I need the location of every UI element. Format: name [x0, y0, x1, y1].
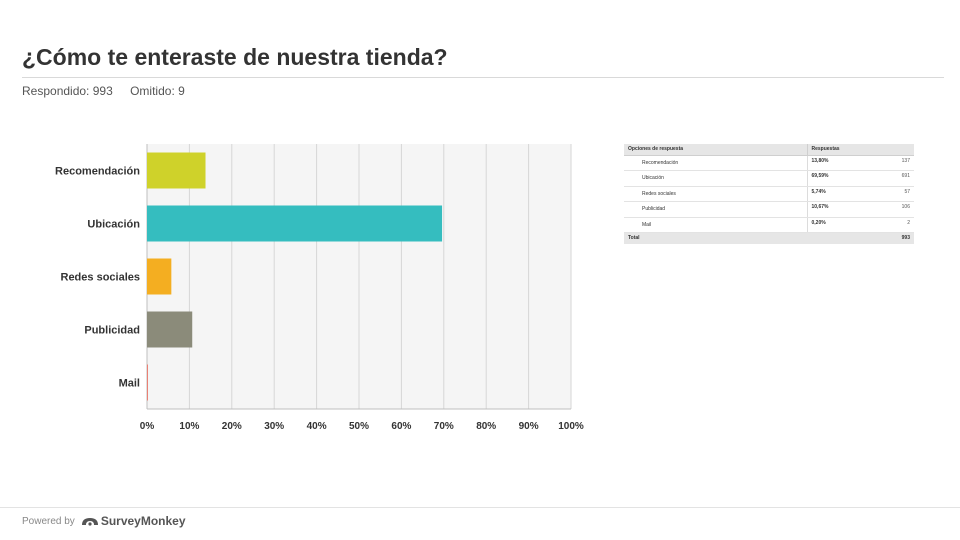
skipped-count: Omitido: 9 [130, 84, 185, 98]
table-row: Publicidad 10,67% 106 [624, 201, 914, 218]
x-tick-label: 10% [179, 421, 199, 432]
bar [147, 364, 148, 401]
bar [147, 311, 193, 348]
x-tick-label: 0% [140, 421, 155, 432]
x-tick-label: 70% [434, 421, 454, 432]
column-header-option: Opciones de respuesta [624, 144, 808, 156]
category-label: Mail [119, 378, 140, 390]
table-total-row: Total 993 [624, 232, 914, 244]
table-cell-percent: 0,20% [811, 219, 826, 226]
x-tick-label: 100% [558, 421, 584, 432]
table-cell-option: Mail [624, 217, 808, 233]
table-cell-responses: 10,67% 106 [807, 201, 914, 218]
table-row: Mail 0,20% 2 [624, 217, 914, 233]
footer: Powered by SurveyMonkey [22, 514, 186, 528]
table-cell-count: 106 [901, 204, 910, 210]
table-cell-count: 691 [901, 173, 910, 179]
powered-by-label: Powered by [22, 515, 75, 527]
category-label: Redes sociales [61, 272, 141, 284]
footer-divider [0, 507, 960, 508]
bar [147, 258, 172, 295]
table-cell-responses: 0,20% 2 [807, 217, 914, 233]
answered-count: Respondido: 993 [22, 84, 113, 98]
x-tick-label: 20% [222, 421, 242, 432]
bar [147, 205, 443, 242]
x-tick-label: 80% [476, 421, 496, 432]
total-label: Total [624, 232, 807, 244]
title-divider [22, 77, 944, 78]
brand-name: SurveyMonkey [100, 514, 186, 528]
category-label: Recomendación [55, 166, 140, 178]
x-tick-label: 90% [519, 421, 539, 432]
table-cell-count: 2 [907, 219, 910, 226]
response-table: Opciones de respuesta Respuestas Recomen… [624, 144, 914, 244]
table-cell-percent: 69,59% [811, 173, 829, 179]
surveymonkey-logo-icon [81, 518, 98, 526]
category-label: Publicidad [84, 325, 140, 337]
table-cell-count: 57 [904, 188, 910, 195]
column-header-responses: Respuestas [807, 144, 914, 156]
table-cell-responses: 5,74% 57 [807, 186, 914, 202]
table-cell-option: Redes sociales [624, 186, 808, 202]
bar [147, 152, 206, 189]
table-cell-option: Ubicación [624, 170, 808, 187]
table-cell-percent: 10,67% [811, 204, 829, 210]
table-cell-responses: 69,59% 691 [807, 170, 914, 187]
page-title: ¿Cómo te enteraste de nuestra tienda? [22, 44, 448, 70]
table-cell-percent: 13,80% [811, 157, 829, 164]
table-cell-responses: 13,80% 137 [807, 155, 914, 171]
category-label: Ubicación [87, 219, 140, 231]
bar-chart: 0% 10% 20% 30% 40% 50% 60% 70% 80% 90% 100% Recomen… [55, 144, 584, 432]
table-row: Redes sociales 5,74% 57 [624, 186, 914, 202]
table-row: Ubicación 69,59% 691 [624, 170, 914, 187]
table-cell-count: 137 [901, 157, 910, 164]
total-value: 993 [807, 232, 914, 244]
table-cell-percent: 5,74% [811, 188, 826, 195]
x-tick-label: 30% [264, 421, 284, 432]
x-tick-label: 50% [349, 421, 369, 432]
table-cell-option: Recomendación [624, 155, 808, 171]
x-tick-label: 60% [391, 421, 411, 432]
response-summary: Respondido: 993 Omitido: 9 [22, 84, 199, 98]
table-row: Recomendación 13,80% 137 [624, 155, 914, 171]
table-cell-option: Publicidad [624, 201, 808, 218]
x-tick-label: 40% [307, 421, 327, 432]
